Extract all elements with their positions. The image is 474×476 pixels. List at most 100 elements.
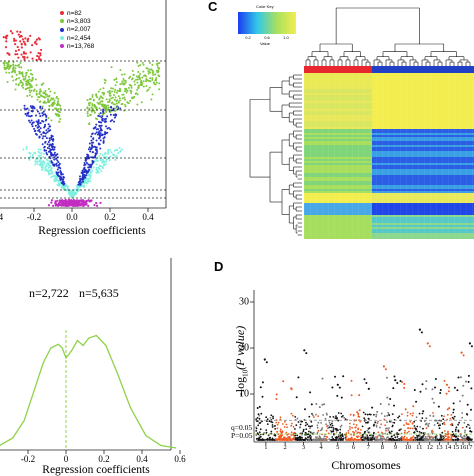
volcano-point <box>55 163 58 166</box>
volcano-point <box>109 113 112 116</box>
volcano-point <box>109 111 112 114</box>
manhattan-point <box>308 439 311 441</box>
heatmap-row-cell <box>304 73 372 75</box>
volcano-point <box>156 64 159 67</box>
manhattan-point <box>291 422 293 425</box>
volcano-point <box>65 189 68 192</box>
volcano-point <box>151 63 154 66</box>
color-key-ticks: 0.2 0.6 1.0 <box>238 35 296 41</box>
volcano-point <box>90 147 93 150</box>
manhattan-point <box>434 378 437 380</box>
volcano-point <box>29 155 32 158</box>
volcano-point <box>87 178 90 181</box>
volcano-point <box>46 95 49 98</box>
heatmap-row-cell <box>372 135 474 137</box>
volcano-point <box>102 87 105 90</box>
manhattan-point <box>425 423 428 425</box>
heatmap-column-line <box>340 73 341 238</box>
manhattan-point <box>464 429 466 432</box>
volcano-point <box>82 180 85 183</box>
volcano-point <box>20 42 23 46</box>
volcano-point <box>29 34 32 37</box>
volcano-point <box>93 111 96 114</box>
manhattan-point <box>461 416 464 419</box>
volcano-point <box>124 104 127 107</box>
volcano-point <box>59 171 62 174</box>
manhattan-point <box>351 426 353 429</box>
volcano-point <box>48 104 51 107</box>
volcano-point <box>113 103 116 106</box>
volcano-point <box>27 115 30 118</box>
volcano-point <box>87 204 90 207</box>
volcano-point <box>142 70 145 73</box>
volcano-point <box>38 154 41 157</box>
volcano-point <box>45 137 48 140</box>
volcano-point <box>104 132 107 135</box>
volcano-point <box>152 74 155 77</box>
volcano-point <box>25 84 28 87</box>
volcano-point <box>95 166 98 169</box>
manhattan-point <box>420 431 423 434</box>
manhattan-peak-point <box>305 352 308 355</box>
manhattan-point <box>462 437 464 440</box>
volcano-point <box>24 75 27 78</box>
volcano-point <box>142 85 145 88</box>
volcano-point <box>77 188 80 191</box>
volcano-point <box>123 79 126 82</box>
volcano-point <box>50 160 53 163</box>
manhattan-point <box>317 421 320 424</box>
volcano-point <box>50 119 53 122</box>
manhattan-point <box>400 428 403 430</box>
manhattan-point <box>425 380 428 383</box>
volcano-point <box>97 120 100 123</box>
manhattan-point <box>392 387 395 390</box>
manhattan-point <box>463 421 466 424</box>
volcano-point <box>39 122 42 125</box>
volcano-point <box>113 116 116 119</box>
volcano-point <box>25 71 28 74</box>
manhattan-point <box>439 389 442 391</box>
heatmap-row-cell <box>304 235 372 237</box>
heatmap-row-cell <box>372 161 474 163</box>
heatmap-column-line <box>472 73 473 238</box>
manhattan-point <box>328 421 331 424</box>
manhattan-point <box>393 434 396 437</box>
volcano-point <box>118 97 121 100</box>
volcano-point <box>83 168 86 171</box>
volcano-point <box>89 174 92 177</box>
manhattan-point <box>363 417 366 419</box>
manhattan-point <box>362 411 365 414</box>
manhattan-point <box>350 379 353 382</box>
heatmap-row-cell <box>372 105 474 107</box>
volcano-point <box>62 183 65 186</box>
volcano-point <box>129 84 132 87</box>
manhattan-point <box>290 387 293 390</box>
manhattan-point <box>275 438 278 441</box>
volcano-point <box>104 120 107 123</box>
manhattan-point <box>393 439 396 441</box>
legend-item: n=13,768 <box>60 43 94 51</box>
heatmap-row-cell <box>304 169 372 171</box>
volcano-point <box>27 82 30 85</box>
heatmap-row-cell <box>304 155 372 157</box>
volcano-point <box>26 87 29 90</box>
manhattan-point <box>430 438 432 441</box>
volcano-point <box>105 160 108 163</box>
manhattan-point <box>452 402 455 405</box>
manhattan-point <box>292 438 295 440</box>
volcano-point <box>95 123 98 126</box>
volcano-point <box>102 137 105 140</box>
volcano-point <box>79 175 82 178</box>
manhattan-point <box>316 439 319 441</box>
volcano-point <box>56 168 59 171</box>
volcano-point <box>31 156 34 159</box>
volcano-point <box>101 105 104 108</box>
volcano-point <box>131 69 134 72</box>
heatmap-row-cell <box>372 111 474 113</box>
volcano-point <box>96 160 99 163</box>
manhattan-point <box>270 414 273 417</box>
volcano-point <box>101 158 104 161</box>
volcano-point <box>28 94 31 97</box>
heatmap-row-cell <box>372 129 474 131</box>
legend-label: n=2,007 <box>67 26 91 34</box>
